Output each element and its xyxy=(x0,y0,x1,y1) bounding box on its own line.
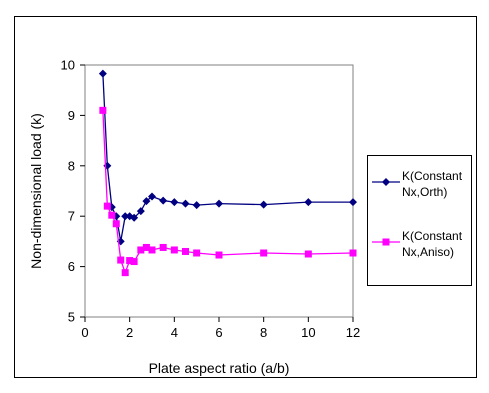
data-point-orth xyxy=(136,207,145,216)
data-point-aniso xyxy=(126,257,134,265)
y-tick-label: 8 xyxy=(68,158,75,173)
x-tick-label: 6 xyxy=(215,325,222,340)
legend-swatch-aniso xyxy=(372,238,400,246)
data-point-orth xyxy=(170,198,179,207)
data-point-aniso xyxy=(112,220,120,228)
data-point-aniso xyxy=(117,256,125,264)
data-point-orth xyxy=(98,69,107,78)
data-point-orth xyxy=(142,197,151,206)
data-point-aniso xyxy=(103,202,111,210)
y-tick-label: 9 xyxy=(68,108,75,123)
data-point-aniso xyxy=(304,250,312,258)
x-axis-title: Plate aspect ratio (a/b) xyxy=(149,360,290,376)
x-tick-label: 12 xyxy=(346,325,360,340)
data-point-aniso xyxy=(170,246,178,254)
legend-entry-aniso: K(Constant Nx,Aniso) xyxy=(368,228,473,276)
legend: K(Constant Nx,Orth) K(Constant Nx,Aniso) xyxy=(367,155,472,286)
legend-label-aniso-line2: Nx,Aniso) xyxy=(402,245,455,259)
data-point-orth xyxy=(304,198,313,207)
data-point-aniso xyxy=(182,247,189,255)
y-tick-label: 7 xyxy=(68,209,75,224)
data-point-aniso xyxy=(215,251,223,259)
data-point-orth xyxy=(349,198,357,207)
data-point-aniso xyxy=(130,258,138,266)
y-tick-label: 6 xyxy=(68,259,75,274)
data-point-aniso xyxy=(99,106,107,114)
legend-label-orth-line1: K(Constant xyxy=(402,169,463,183)
data-point-aniso xyxy=(193,249,201,257)
chart-svg: 5 6 7 8 9 10 0 2 4 6 8 10 12 Plate aspect ratio (a/b… xyxy=(28,58,361,377)
data-point-orth xyxy=(192,201,201,210)
data-point-aniso xyxy=(142,243,150,251)
x-tick-label: 8 xyxy=(260,325,267,340)
legend-label-orth: K(Constant Nx,Orth) xyxy=(402,168,472,200)
legend-entry-orth: K(Constant Nx,Orth) xyxy=(368,168,473,216)
data-point-orth xyxy=(259,200,268,209)
data-point-aniso xyxy=(108,211,116,219)
data-point-orth xyxy=(215,199,223,208)
data-point-orth xyxy=(148,192,156,201)
data-point-aniso xyxy=(349,249,357,257)
x-tick-label: 4 xyxy=(171,325,178,340)
y-tick-label: 5 xyxy=(68,310,75,325)
data-point-orth xyxy=(159,196,168,205)
axis-ticks: 5 6 7 8 9 10 0 2 4 6 8 10 12 xyxy=(61,58,361,341)
data-point-orth xyxy=(130,213,139,222)
y-axis-title: Non-dimensional load (k) xyxy=(28,113,44,269)
x-tick-label: 10 xyxy=(301,325,315,340)
x-tick-label: 2 xyxy=(126,325,133,340)
legend-swatch-orth xyxy=(372,178,400,186)
plot-area xyxy=(84,64,354,318)
legend-label-aniso-line1: K(Constant xyxy=(402,229,463,243)
data-point-aniso xyxy=(159,243,167,251)
data-point-aniso xyxy=(148,246,156,254)
data-point-aniso xyxy=(137,246,145,254)
data-point-orth xyxy=(181,199,190,208)
legend-label-orth-line2: Nx,Orth) xyxy=(402,185,448,199)
x-tick-label: 0 xyxy=(81,325,88,340)
data-point-aniso xyxy=(121,269,129,277)
y-tick-label: 10 xyxy=(61,58,75,73)
data-point-aniso xyxy=(260,249,268,257)
series-layer xyxy=(98,69,357,277)
legend-label-aniso: K(Constant Nx,Aniso) xyxy=(402,228,472,260)
data-point-orth xyxy=(121,212,130,221)
